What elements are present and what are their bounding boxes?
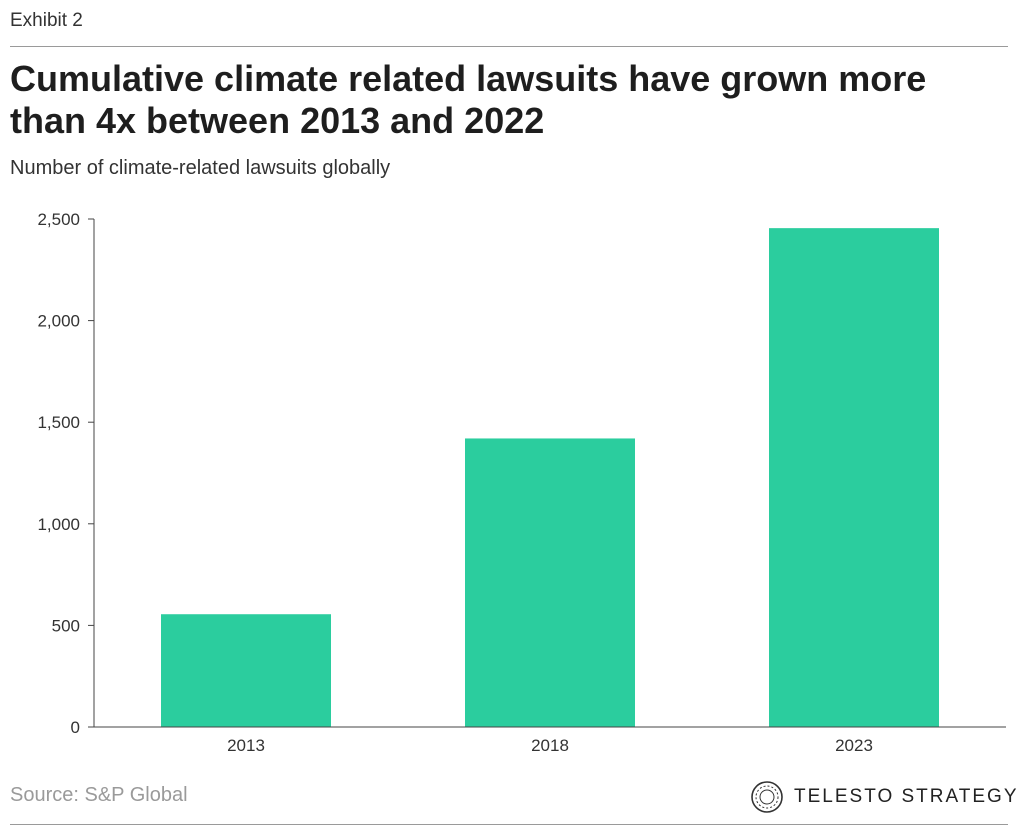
x-tick-label: 2023 <box>835 736 873 755</box>
y-tick-label: 0 <box>71 718 80 737</box>
y-tick-label: 2,000 <box>37 312 80 331</box>
exhibit-label: Exhibit 2 <box>10 10 83 31</box>
top-divider <box>10 46 1008 47</box>
source-note: Source: S&P Global <box>10 784 188 806</box>
y-tick-label: 1,000 <box>37 515 80 534</box>
y-tick-label: 1,500 <box>37 413 80 432</box>
brand-logo: TELESTO STRATEGY <box>750 779 1019 815</box>
x-tick-label: 2018 <box>531 736 569 755</box>
bottom-divider <box>10 824 1008 825</box>
chart-title: Cumulative climate related lawsuits have… <box>10 58 927 141</box>
x-tick-label: 2013 <box>227 736 265 755</box>
y-tick-label: 500 <box>52 616 80 635</box>
telesto-logo-icon <box>751 781 783 813</box>
bar <box>161 614 331 727</box>
brand-name: TELESTO STRATEGY <box>794 786 1019 807</box>
bar <box>465 438 635 727</box>
bar-chart: 0 500 1,000 1,500 2,000 2,500 2013 2018 2023 <box>37 210 1006 755</box>
bar <box>769 228 939 728</box>
chart-subtitle: Number of climate-related lawsuits globa… <box>10 157 391 179</box>
y-tick-label: 2,500 <box>37 210 80 229</box>
